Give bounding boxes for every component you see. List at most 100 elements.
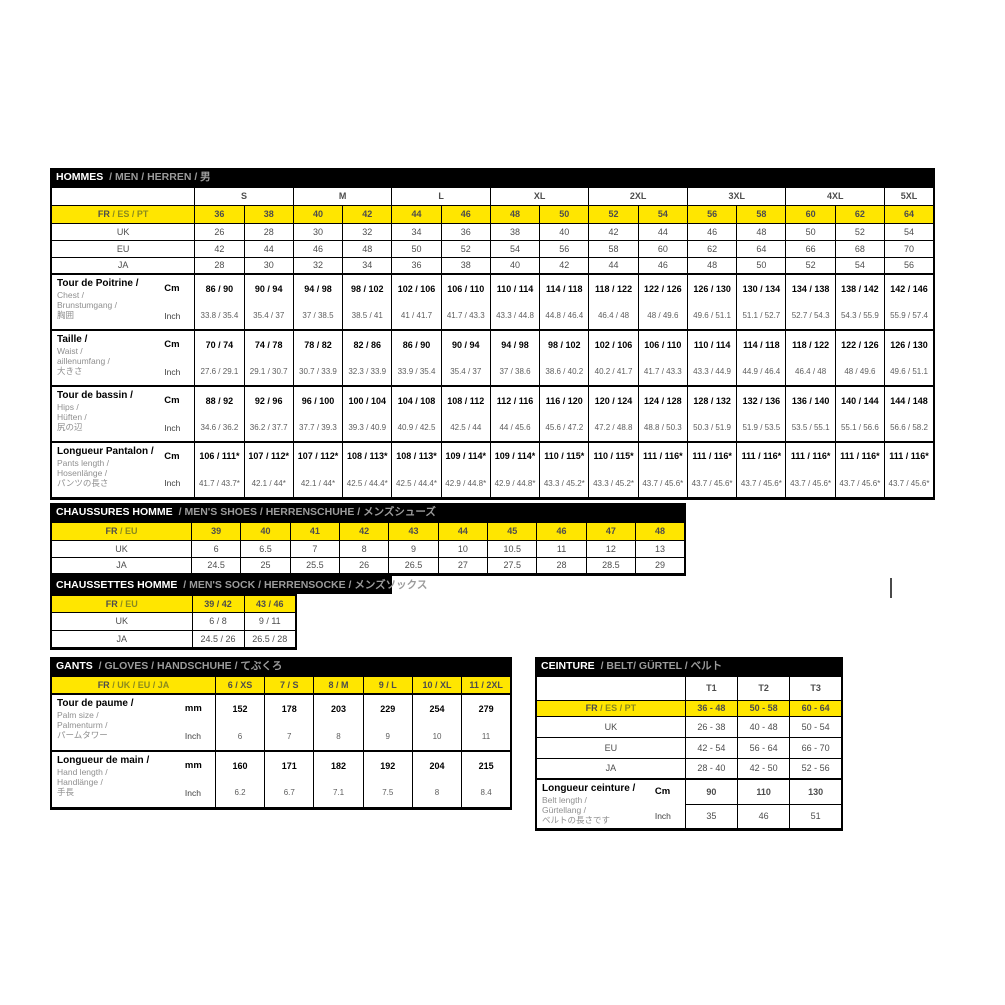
measure-value-cell: 94 / 98 37 / 38.5 [292, 273, 344, 331]
value-inch: 48 / 49.6 [844, 367, 876, 376]
shoes-table: CHAUSSURES HOMME / MEN'S SHOES / HERRENS… [50, 503, 686, 576]
size-value-cell: 46 [536, 521, 587, 541]
value-cm: 215 [478, 760, 494, 771]
measure-row: Longueur de main / Hand length / Handlänge… [50, 750, 512, 809]
measure-value-cell: 126 / 130 49.6 / 51.1 [686, 273, 738, 331]
measure-label-layout: Longueur Pantalon / Pants length / Hosenlä… [52, 444, 194, 497]
size-value-cell: 26 [194, 222, 245, 241]
measure-value-stack: 107 / 112* 42.1 / 44* [294, 444, 341, 497]
hommes-table: HOMMES / MEN / HERREN / 男 S M L XL 2XL 3XL 4XL… [50, 168, 935, 500]
measure-value-cell: 92 / 96 36.2 / 37.7 [243, 385, 294, 443]
value-inch: 43.7 / 45.6* [740, 478, 782, 488]
value-inch: 54.3 / 55.9 [840, 311, 879, 320]
measure-value-stack: 152 6 [216, 696, 263, 750]
unit-top-label: mm [184, 703, 202, 715]
measure-value-stack: 96 / 100 37.7 / 39.3 [294, 388, 341, 441]
measure-value-stack: 94 / 98 37 / 38.5 [294, 276, 341, 329]
measure-value-stack: 108 / 113* 42.5 / 44.4* [393, 444, 440, 497]
size-value-cell: 7 / S [264, 675, 315, 695]
measure-name-translation: Handlänge / [57, 777, 103, 788]
region-size-row: JA 24.5 25 25.5 26 26.5 27 27.5 28 28.5 29 [50, 556, 686, 575]
region-size-row: EU 42 44 46 48 50 52 54 56 58 60 62 64 66 68 70 [50, 239, 935, 258]
size-value-cell: 64 [736, 239, 787, 258]
measure-value-stack: 110 / 114 43.3 / 44.9 [688, 332, 735, 385]
size-group-header-row: S M L XL 2XL 3XL 4XL 5XL [50, 186, 935, 206]
value-cm: 229 [380, 703, 396, 714]
gloves-title-rest: / GLOVES / HANDSCHUHE / てぶくろ [98, 660, 283, 672]
size-value-cell: 9 / L [362, 675, 413, 695]
region-size-row: UK 26 - 38 40 - 48 50 - 54 [535, 715, 843, 738]
socks-table: CHAUSSETTES HOMME / MEN'S SOCK / HERRENS… [50, 576, 427, 650]
value-inch: 42.9 / 44.8* [445, 478, 487, 488]
measure-value-cell: 78 / 82 30.7 / 33.9 [292, 329, 344, 387]
measure-value-stack: 136 / 140 53.5 / 55.1 [787, 388, 834, 441]
measure-value-stack: 109 / 114* 42.9 / 44.8* [491, 444, 538, 497]
measure-value-stack: 114 / 118 44.9 / 46.4 [738, 332, 785, 385]
measure-value-cell: 182 7.1 [313, 750, 364, 809]
size-value-cell: 50 [736, 256, 787, 275]
measure-units: mm Inch [184, 696, 214, 750]
value-cm: 122 / 126 [841, 339, 879, 350]
measure-value-cell: 254 10 [411, 693, 463, 752]
measure-value-stack: 92 / 96 36.2 / 37.7 [245, 388, 292, 441]
value-cm: 120 / 124 [594, 395, 633, 406]
size-value-cell: 25 [240, 556, 291, 575]
measure-value-cell: 114 / 118 44.8 / 46.4 [539, 273, 590, 331]
size-value-cell: 60 [637, 239, 688, 258]
value-cm: 254 [429, 703, 445, 714]
belt-table: CEINTURE / BELT/ GÜRTEL / ベルト T1 T2 T3 FR /… [535, 657, 843, 831]
value-cm: 110 [737, 777, 791, 805]
size-value-cell: 50 - 58 [737, 699, 791, 717]
value-cm: 118 / 122 [792, 339, 830, 350]
size-value-cell: 6 / XS [214, 675, 266, 695]
value-inch: 27.6 / 29.1 [200, 367, 239, 376]
size-system-label-fr: FR / ES / PT [50, 204, 196, 224]
measure-name-translation: Brunstumgang / [57, 300, 118, 311]
size-value-cell: 66 - 70 [789, 736, 843, 759]
value-cm: 110 / 115* [544, 451, 585, 462]
measure-value-stack: 106 / 110 41.7 / 43.3 [442, 276, 489, 329]
value-inch: 56.6 / 58.2 [890, 423, 928, 432]
region-size-row: JA 28 30 32 34 36 38 40 42 44 46 48 50 52 54 56 [50, 256, 935, 275]
value-inch: 37 / 38.5 [302, 311, 334, 320]
measure-value-cell: 160 6.2 [214, 750, 266, 809]
size-value-cell: 40 [292, 204, 344, 224]
size-value-cell: 62 [686, 239, 738, 258]
measure-value-stack: 118 / 122 46.4 / 48 [787, 332, 834, 385]
measure-name-translation: Palmenturm / [57, 720, 108, 731]
measure-value-stack: 126 / 130 49.6 / 51.1 [886, 332, 933, 385]
measure-name: Tour de bassin / [57, 390, 133, 401]
size-value-cell: 9 [388, 539, 439, 558]
value-inch: 36.2 / 37.7 [249, 423, 288, 432]
measure-label-cell: Tour de Poitrine / Chest / Brunstumgang / 胸… [50, 273, 196, 331]
measure-value-cell: 111 / 116* 43.7 / 45.6* [884, 441, 935, 499]
value-inch: 9 [385, 731, 390, 741]
region-code: FR [97, 680, 110, 690]
measure-value-cell: 106 / 110 41.7 / 43.3 [440, 273, 491, 331]
value-inch: 37 / 38.6 [499, 367, 531, 376]
measure-value-stack: 132 / 136 51.9 / 53.5 [738, 388, 785, 441]
value-inch: 47.2 / 48.8 [594, 423, 633, 432]
measure-name-translation: Hüften / [57, 412, 87, 423]
size-value-cell: 56 [539, 239, 590, 258]
measure-name-translation: Palm size / [57, 710, 99, 720]
size-system-label: JA [535, 757, 686, 780]
fr-size-row: FR / EU 39 / 42 43 / 46 [50, 594, 297, 613]
measure-value-stack: 122 / 126 48 / 49.6 [639, 276, 686, 329]
unit-top-label: mm [184, 760, 202, 772]
size-value-cell: 56 [686, 204, 738, 224]
measure-value-cell: 215 8.4 [461, 750, 512, 809]
measure-value-stack: 142 / 146 55.9 / 57.4 [886, 276, 933, 329]
value-inch: 32.3 / 33.9 [348, 367, 387, 376]
measure-value-cell: 110 / 114 43.3 / 44.9 [686, 329, 738, 387]
measure-value-cell: 114 / 118 44.9 / 46.4 [736, 329, 787, 387]
measure-name: Longueur ceinture / [542, 783, 636, 794]
value-cm: 98 / 102 [548, 339, 581, 350]
measure-value-stack: 86 / 90 33.9 / 35.4 [393, 332, 440, 385]
size-value-cell: 60 - 64 [789, 699, 843, 717]
value-inch: 44 / 45.6 [499, 423, 531, 432]
measure-label-text: Taille / Waist / aillenumfang / 大きさ [52, 332, 164, 385]
measure-name-translation: Waist / [57, 346, 83, 356]
size-value-cell: 26.5 [388, 556, 439, 575]
